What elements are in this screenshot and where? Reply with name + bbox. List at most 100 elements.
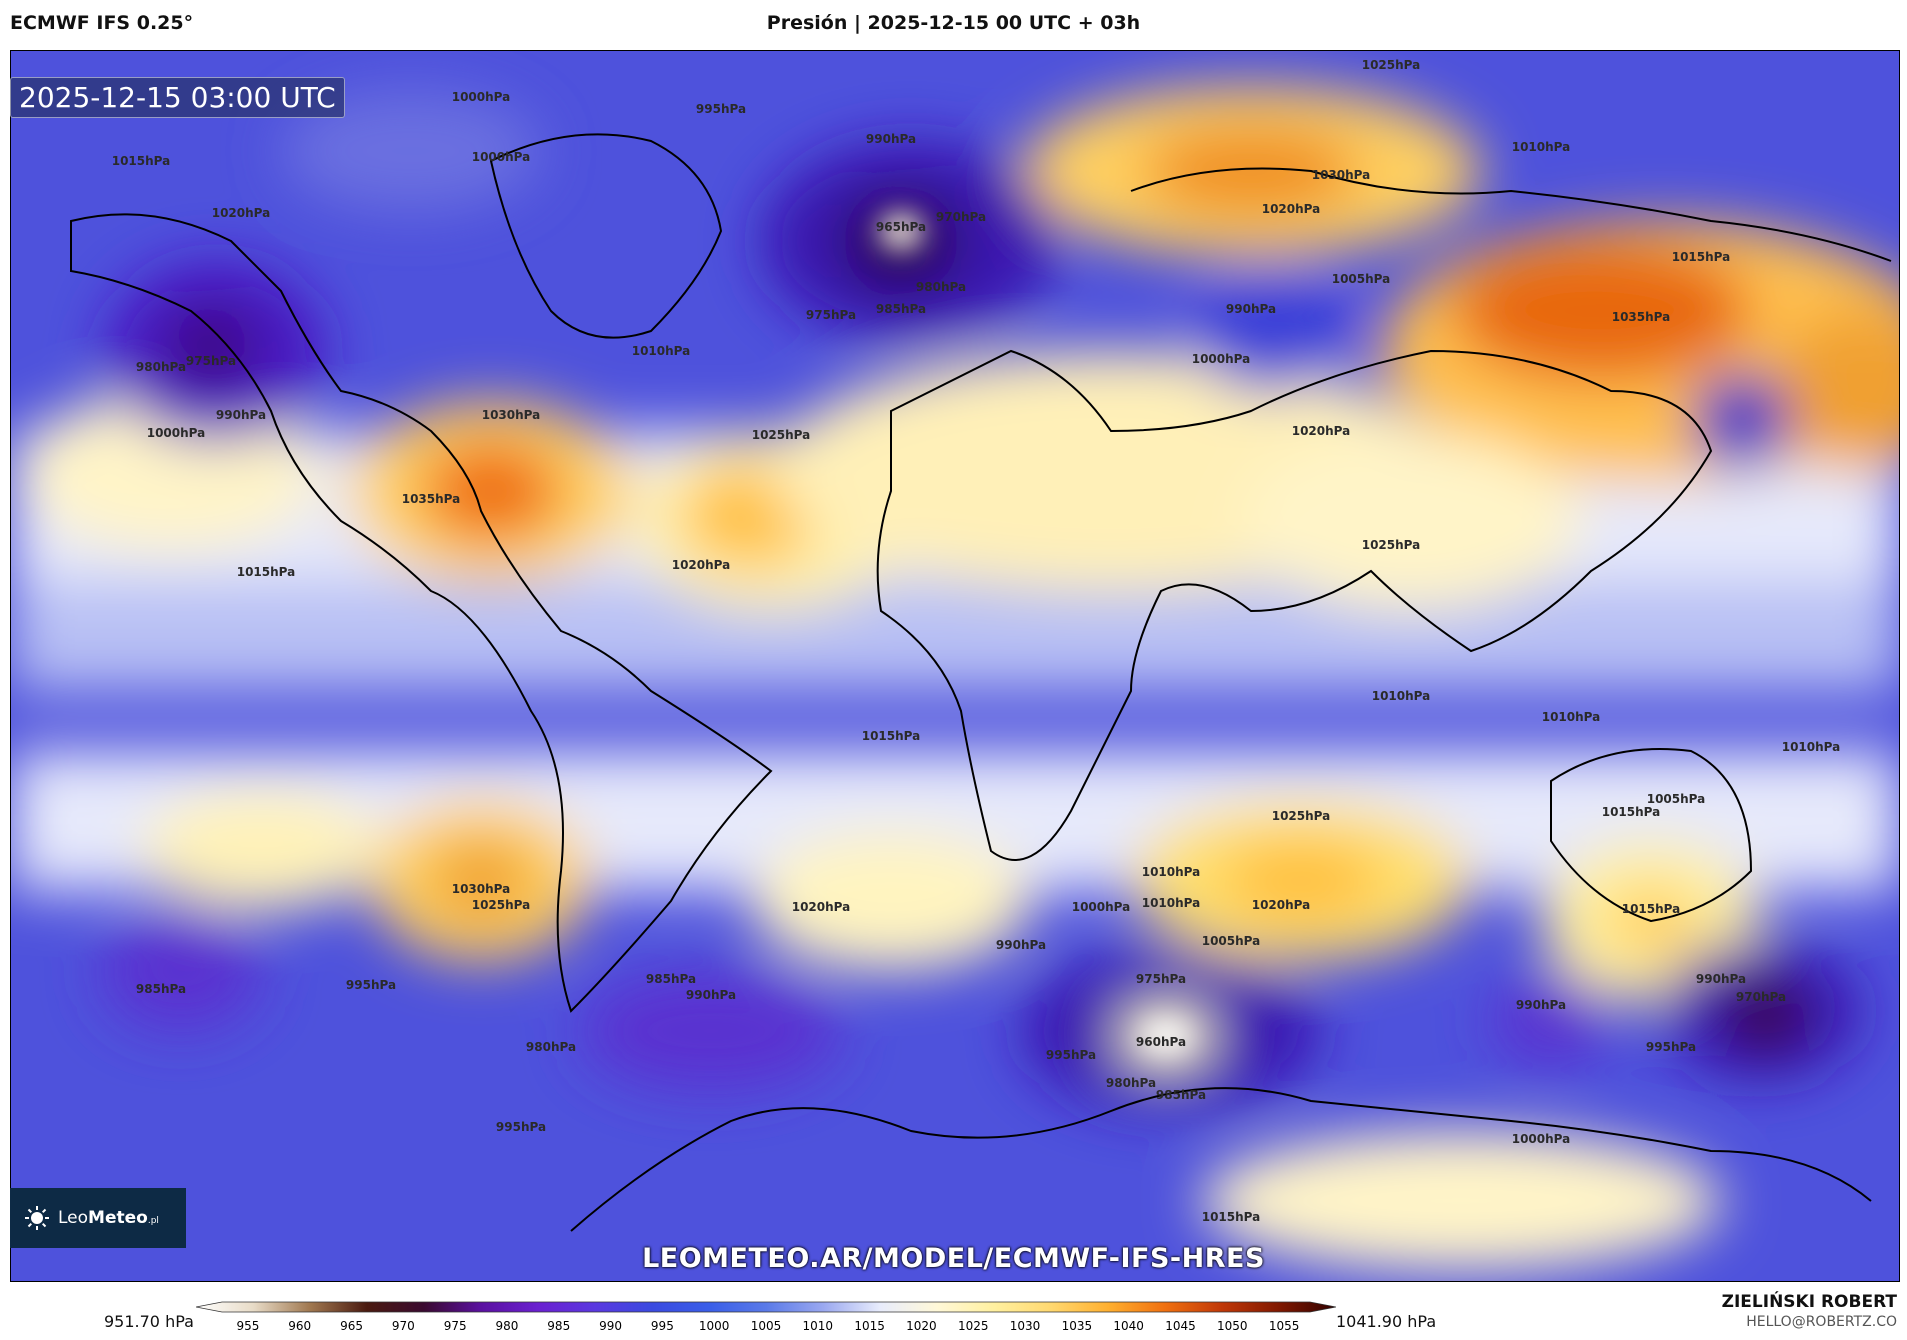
isobar-label: 980hPa [526, 1040, 576, 1054]
colorbar-tick-label: 990 [599, 1319, 622, 1333]
isobar-label: 1020hPa [792, 900, 851, 914]
colorbar-min-label: 951.70 hPa [104, 1312, 194, 1331]
chart-title: Presión | 2025-12-15 00 UTC + 03h [766, 12, 1141, 34]
sun-icon [25, 1206, 49, 1230]
isobar-label: 975hPa [1136, 972, 1186, 986]
isobar-label: 1020hPa [1292, 424, 1351, 438]
colorbar-tick-label: 1015 [854, 1319, 885, 1333]
isobar-label: 985hPa [136, 982, 186, 996]
isobar-label: 990hPa [996, 938, 1046, 952]
colorbar-tick-label: 1040 [1113, 1319, 1144, 1333]
isobar-label: 1010hPa [1142, 865, 1201, 879]
colorbar-tick-label: 1035 [1062, 1319, 1093, 1333]
isobar-label: 970hPa [936, 210, 986, 224]
isobar-label: 1030hPa [1312, 168, 1371, 182]
isobar-label: 1000hPa [147, 426, 206, 440]
isobar-label: 990hPa [686, 988, 736, 1002]
isobar-label: 1020hPa [1262, 202, 1321, 216]
isobar-label: 1025hPa [1362, 538, 1421, 552]
author-email[interactable]: HELLO@ROBERTZ.CO [1746, 1314, 1897, 1330]
isobar-label: 1000hPa [1072, 900, 1131, 914]
isobar-label: 1035hPa [402, 492, 461, 506]
isobar-label: 1030hPa [482, 408, 541, 422]
isobar-label: 1030hPa [452, 882, 511, 896]
map-canvas: 1000hPa 1000hPa 995hPa 990hPa 965hPa 970hPa 98… [11, 51, 1899, 1281]
isobar-label: 995hPa [1646, 1040, 1696, 1054]
colorbar-tick-label: 980 [495, 1319, 518, 1333]
leometeo-logo[interactable]: LeoMeteo.pl [10, 1188, 186, 1248]
isobar-label: 985hPa [876, 302, 926, 316]
isobar-label: 1000hPa [1512, 1132, 1571, 1146]
colorbar-tick-label: 955 [236, 1319, 259, 1333]
isobar-label: 1015hPa [1672, 250, 1731, 264]
isobar-label: 1000hPa [472, 150, 531, 164]
isobar-label: 1025hPa [472, 898, 531, 912]
colorbar-tick-label: 965 [340, 1319, 363, 1333]
isobar-label: 1020hPa [212, 206, 271, 220]
isobar-label: 1015hPa [862, 729, 921, 743]
watermark-url: LEOMETEO.AR/MODEL/ECMWF-IFS-HRES [642, 1243, 1265, 1274]
colorbar-tick-label: 1055 [1269, 1319, 1300, 1333]
isobar-label: 990hPa [216, 408, 266, 422]
colorbar-tick-label: 1025 [958, 1319, 989, 1333]
isobar-label: 1000hPa [452, 90, 511, 104]
pressure-map[interactable]: 1000hPa 1000hPa 995hPa 990hPa 965hPa 970hPa 98… [10, 50, 1900, 1282]
colorbar-tick-label: 1000 [699, 1319, 730, 1333]
isobar-label: 1010hPa [1142, 896, 1201, 910]
colorbar-tick-label: 995 [651, 1319, 674, 1333]
isobar-label: 1010hPa [1512, 140, 1571, 154]
colorbar: 955 960 965 970 975 980 985 990 995 1000 1005 1010 1… [195, 1300, 1337, 1336]
logo-text: LeoMeteo.pl [58, 1208, 159, 1228]
isobar-label: 960hPa [1136, 1035, 1186, 1049]
isobar-label: 1025hPa [1362, 58, 1421, 72]
isobar-label: 990hPa [1696, 972, 1746, 986]
isobar-label: 1015hPa [112, 154, 171, 168]
colorbar-tick-label: 1030 [1010, 1319, 1041, 1333]
isobar-label: 1020hPa [1252, 898, 1311, 912]
isobar-label: 995hPa [696, 102, 746, 116]
colorbar-tick-label: 975 [444, 1319, 467, 1333]
colorbar-tick-label: 985 [547, 1319, 570, 1333]
isobar-label: 980hPa [916, 280, 966, 294]
isobar-label: 990hPa [1226, 302, 1276, 316]
isobar-label: 995hPa [346, 978, 396, 992]
isobar-label: 1010hPa [632, 344, 691, 358]
isobar-label: 980hPa [136, 360, 186, 374]
timestamp-badge: 2025-12-15 03:00 UTC [10, 77, 345, 118]
isobar-label: 1015hPa [1202, 1210, 1261, 1224]
isobar-label: 985hPa [646, 972, 696, 986]
isobar-label: 1000hPa [1192, 352, 1251, 366]
colorbar-tick-label: 1020 [906, 1319, 937, 1333]
isobar-label: 1015hPa [237, 565, 296, 579]
colorbar-tick-label: 1010 [803, 1319, 834, 1333]
isobar-label: 1010hPa [1372, 689, 1431, 703]
colorbar-tick-label: 1045 [1165, 1319, 1196, 1333]
isobar-label: 980hPa [1106, 1076, 1156, 1090]
isobar-label: 995hPa [1046, 1048, 1096, 1062]
isobar-label: 1025hPa [1272, 809, 1331, 823]
isobar-label: 985hPa [1156, 1088, 1206, 1102]
isobar-label: 990hPa [866, 132, 916, 146]
isobar-label: 1025hPa [752, 428, 811, 442]
isobar-label: 975hPa [806, 308, 856, 322]
isobar-label: 1020hPa [672, 558, 731, 572]
isobar-label: 995hPa [496, 1120, 546, 1134]
isobar-label: 965hPa [876, 220, 926, 234]
isobar-label: 1005hPa [1647, 792, 1706, 806]
isobar-label: 990hPa [1516, 998, 1566, 1012]
colorbar-tick-label: 960 [288, 1319, 311, 1333]
colorbar-graphic: 955 960 965 970 975 980 985 990 995 1000 1005 1010 1… [195, 1301, 1337, 1333]
author-name: ZIELIŃSKI ROBERT [1721, 1292, 1897, 1312]
isobar-labels: 1000hPa 1000hPa 995hPa 990hPa 965hPa 970hPa 98… [112, 58, 1841, 1224]
colorbar-max-label: 1041.90 hPa [1336, 1312, 1437, 1331]
isobar-label: 1010hPa [1542, 710, 1601, 724]
isobar-label: 1010hPa [1782, 740, 1841, 754]
model-name: ECMWF IFS 0.25° [10, 12, 194, 34]
isobar-label: 1015hPa [1602, 805, 1661, 819]
isobar-label: 1035hPa [1612, 310, 1671, 324]
isobar-label: 1005hPa [1332, 272, 1391, 286]
isobar-label: 970hPa [1736, 990, 1786, 1004]
colorbar-tick-label: 1050 [1217, 1319, 1248, 1333]
isobar-label: 1005hPa [1202, 934, 1261, 948]
colorbar-tick-label: 1005 [751, 1319, 782, 1333]
